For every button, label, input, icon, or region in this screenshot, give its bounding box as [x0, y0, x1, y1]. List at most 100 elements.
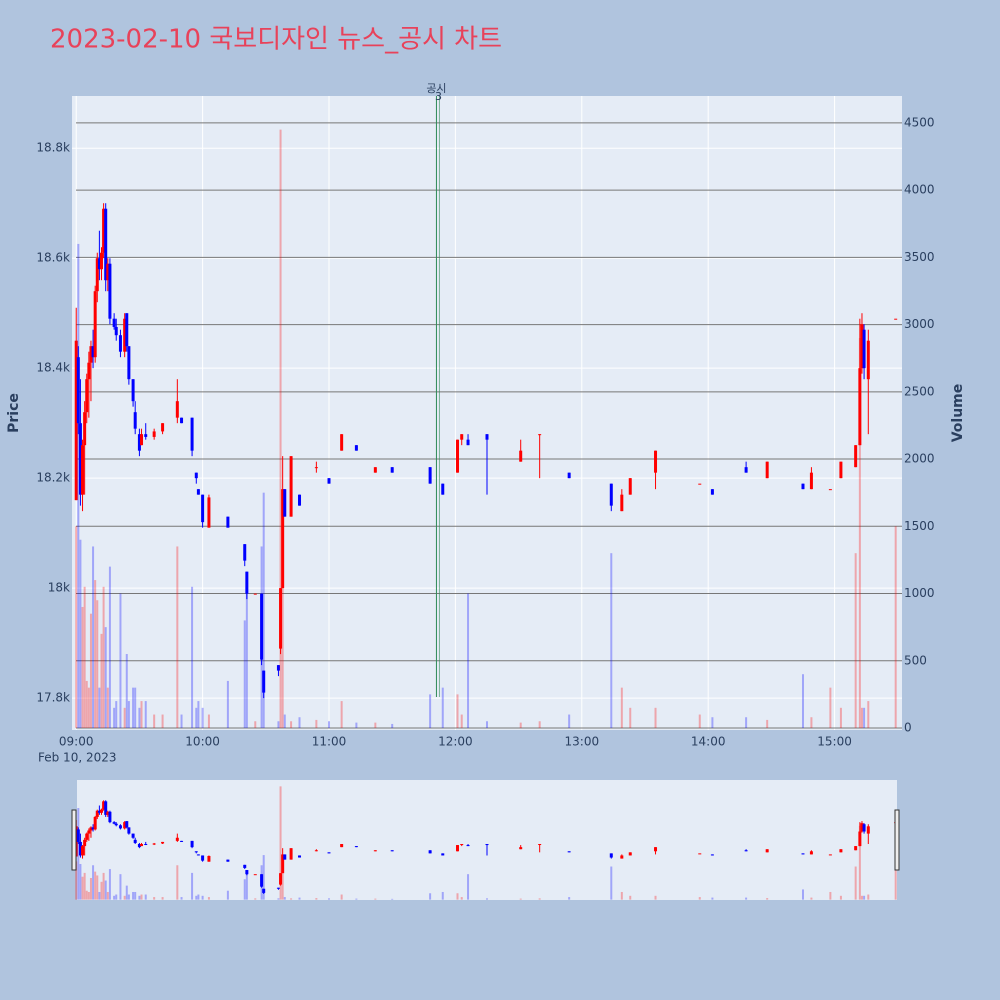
plot-area: [72, 96, 902, 730]
y2-tick-label: 0: [904, 720, 912, 734]
candle-body: [260, 593, 264, 660]
candle-body: [161, 423, 165, 432]
volume-bar: [863, 707, 866, 728]
mini-candle-body: [253, 874, 257, 876]
candle-body: [125, 313, 129, 347]
mini-volume-bar: [858, 825, 861, 900]
volume-bar: [106, 687, 109, 728]
mini-volume-bar: [94, 871, 97, 900]
volume-bar: [374, 722, 377, 728]
y2-axis-label: Volume: [950, 384, 966, 443]
candle-body: [112, 318, 116, 327]
volume-bar: [108, 566, 111, 728]
range-handle[interactable]: [894, 809, 900, 871]
volume-bar: [102, 586, 105, 728]
mini-volume-bar: [254, 898, 257, 900]
volume-bar: [94, 580, 97, 728]
volume-bar: [83, 586, 86, 728]
candle-body: [133, 412, 137, 429]
mini-candle-body: [485, 844, 489, 846]
volume-bar: [460, 714, 463, 728]
y-axis-label: Price: [6, 393, 22, 433]
candle-body: [245, 571, 249, 594]
volume-bar: [629, 707, 632, 728]
mini-candle-body: [140, 844, 144, 847]
volume-bar: [176, 546, 179, 728]
candle-body: [858, 368, 862, 446]
volume-bar: [79, 539, 82, 728]
volume-bar: [197, 701, 200, 728]
candle-body: [862, 329, 866, 369]
candle-body: [373, 467, 377, 473]
volume-bar: [801, 674, 804, 728]
mini-volume-bar: [262, 855, 265, 900]
candle-body: [91, 346, 95, 358]
mini-candle-body: [83, 839, 87, 847]
candle-body: [839, 461, 843, 479]
x-tick-label: 15:00: [817, 735, 852, 749]
range-slider[interactable]: [77, 780, 897, 900]
volume-bar: [429, 694, 432, 728]
y-tick-label: 18.4k: [36, 361, 70, 375]
volume-bar: [191, 586, 194, 728]
volume-bar: [298, 717, 301, 728]
mini-volume-bar: [277, 898, 280, 900]
candle-body: [279, 588, 283, 649]
y-tick-label: 17.8k: [36, 691, 70, 705]
volume-bar: [77, 243, 80, 728]
mini-candle-body: [112, 822, 116, 824]
y-tick-label: 18.8k: [36, 141, 70, 155]
candle-body: [281, 489, 285, 589]
mini-volume-bar: [104, 880, 107, 900]
mini-candle-body: [95, 810, 99, 817]
mini-candle-body: [538, 844, 542, 846]
mini-volume-bar: [456, 893, 459, 900]
volume-bar: [810, 717, 813, 728]
volume-bar: [858, 338, 861, 728]
mini-candle-body: [125, 821, 129, 828]
mini-volume-bar: [81, 876, 84, 900]
mini-volume-bar: [568, 897, 571, 900]
mini-volume-bar: [355, 898, 358, 900]
volume-bar: [92, 546, 95, 728]
candle-body: [262, 670, 266, 693]
mini-volume-bar: [860, 895, 863, 900]
candle-body: [538, 434, 542, 436]
mini-candle-body: [89, 827, 93, 831]
mini-volume-bar: [328, 898, 331, 900]
mini-volume-bar: [698, 897, 701, 900]
mini-volume-bar: [102, 872, 105, 900]
mini-candle-body: [194, 851, 198, 853]
mini-candle-body: [78, 841, 82, 856]
candle-body: [87, 362, 91, 380]
mini-candle-body: [854, 846, 858, 851]
mini-candle-body: [289, 848, 293, 860]
x-tick-label: 10:00: [185, 735, 220, 749]
volume-bar: [98, 687, 101, 728]
mini-volume-bar: [538, 898, 541, 900]
mini-volume-bar: [75, 861, 78, 900]
mini-candle-body: [97, 810, 101, 813]
candle-body: [710, 489, 714, 495]
mini-volume-bar: [85, 890, 88, 900]
volume-bar: [867, 701, 870, 728]
mini-candle-body: [93, 816, 97, 830]
y2-tick-label: 1000: [904, 586, 935, 600]
mini-candle-body: [102, 801, 106, 810]
candle-body: [196, 489, 200, 495]
y2-tick-label: 3500: [904, 250, 935, 264]
mini-volume-bar: [315, 898, 318, 900]
candle-body: [89, 346, 93, 363]
range-handle[interactable]: [71, 809, 77, 871]
candle-body: [340, 434, 344, 451]
mini-candle-body: [81, 846, 85, 856]
mini-volume-bar: [801, 889, 804, 900]
mini-volume-bar: [854, 866, 857, 900]
mini-volume-bar: [867, 894, 870, 900]
mini-candle-body: [519, 847, 523, 850]
volume-bar: [538, 721, 541, 728]
volume-bar: [207, 714, 210, 728]
candle-body: [390, 467, 394, 473]
mini-volume-bar: [100, 881, 103, 900]
